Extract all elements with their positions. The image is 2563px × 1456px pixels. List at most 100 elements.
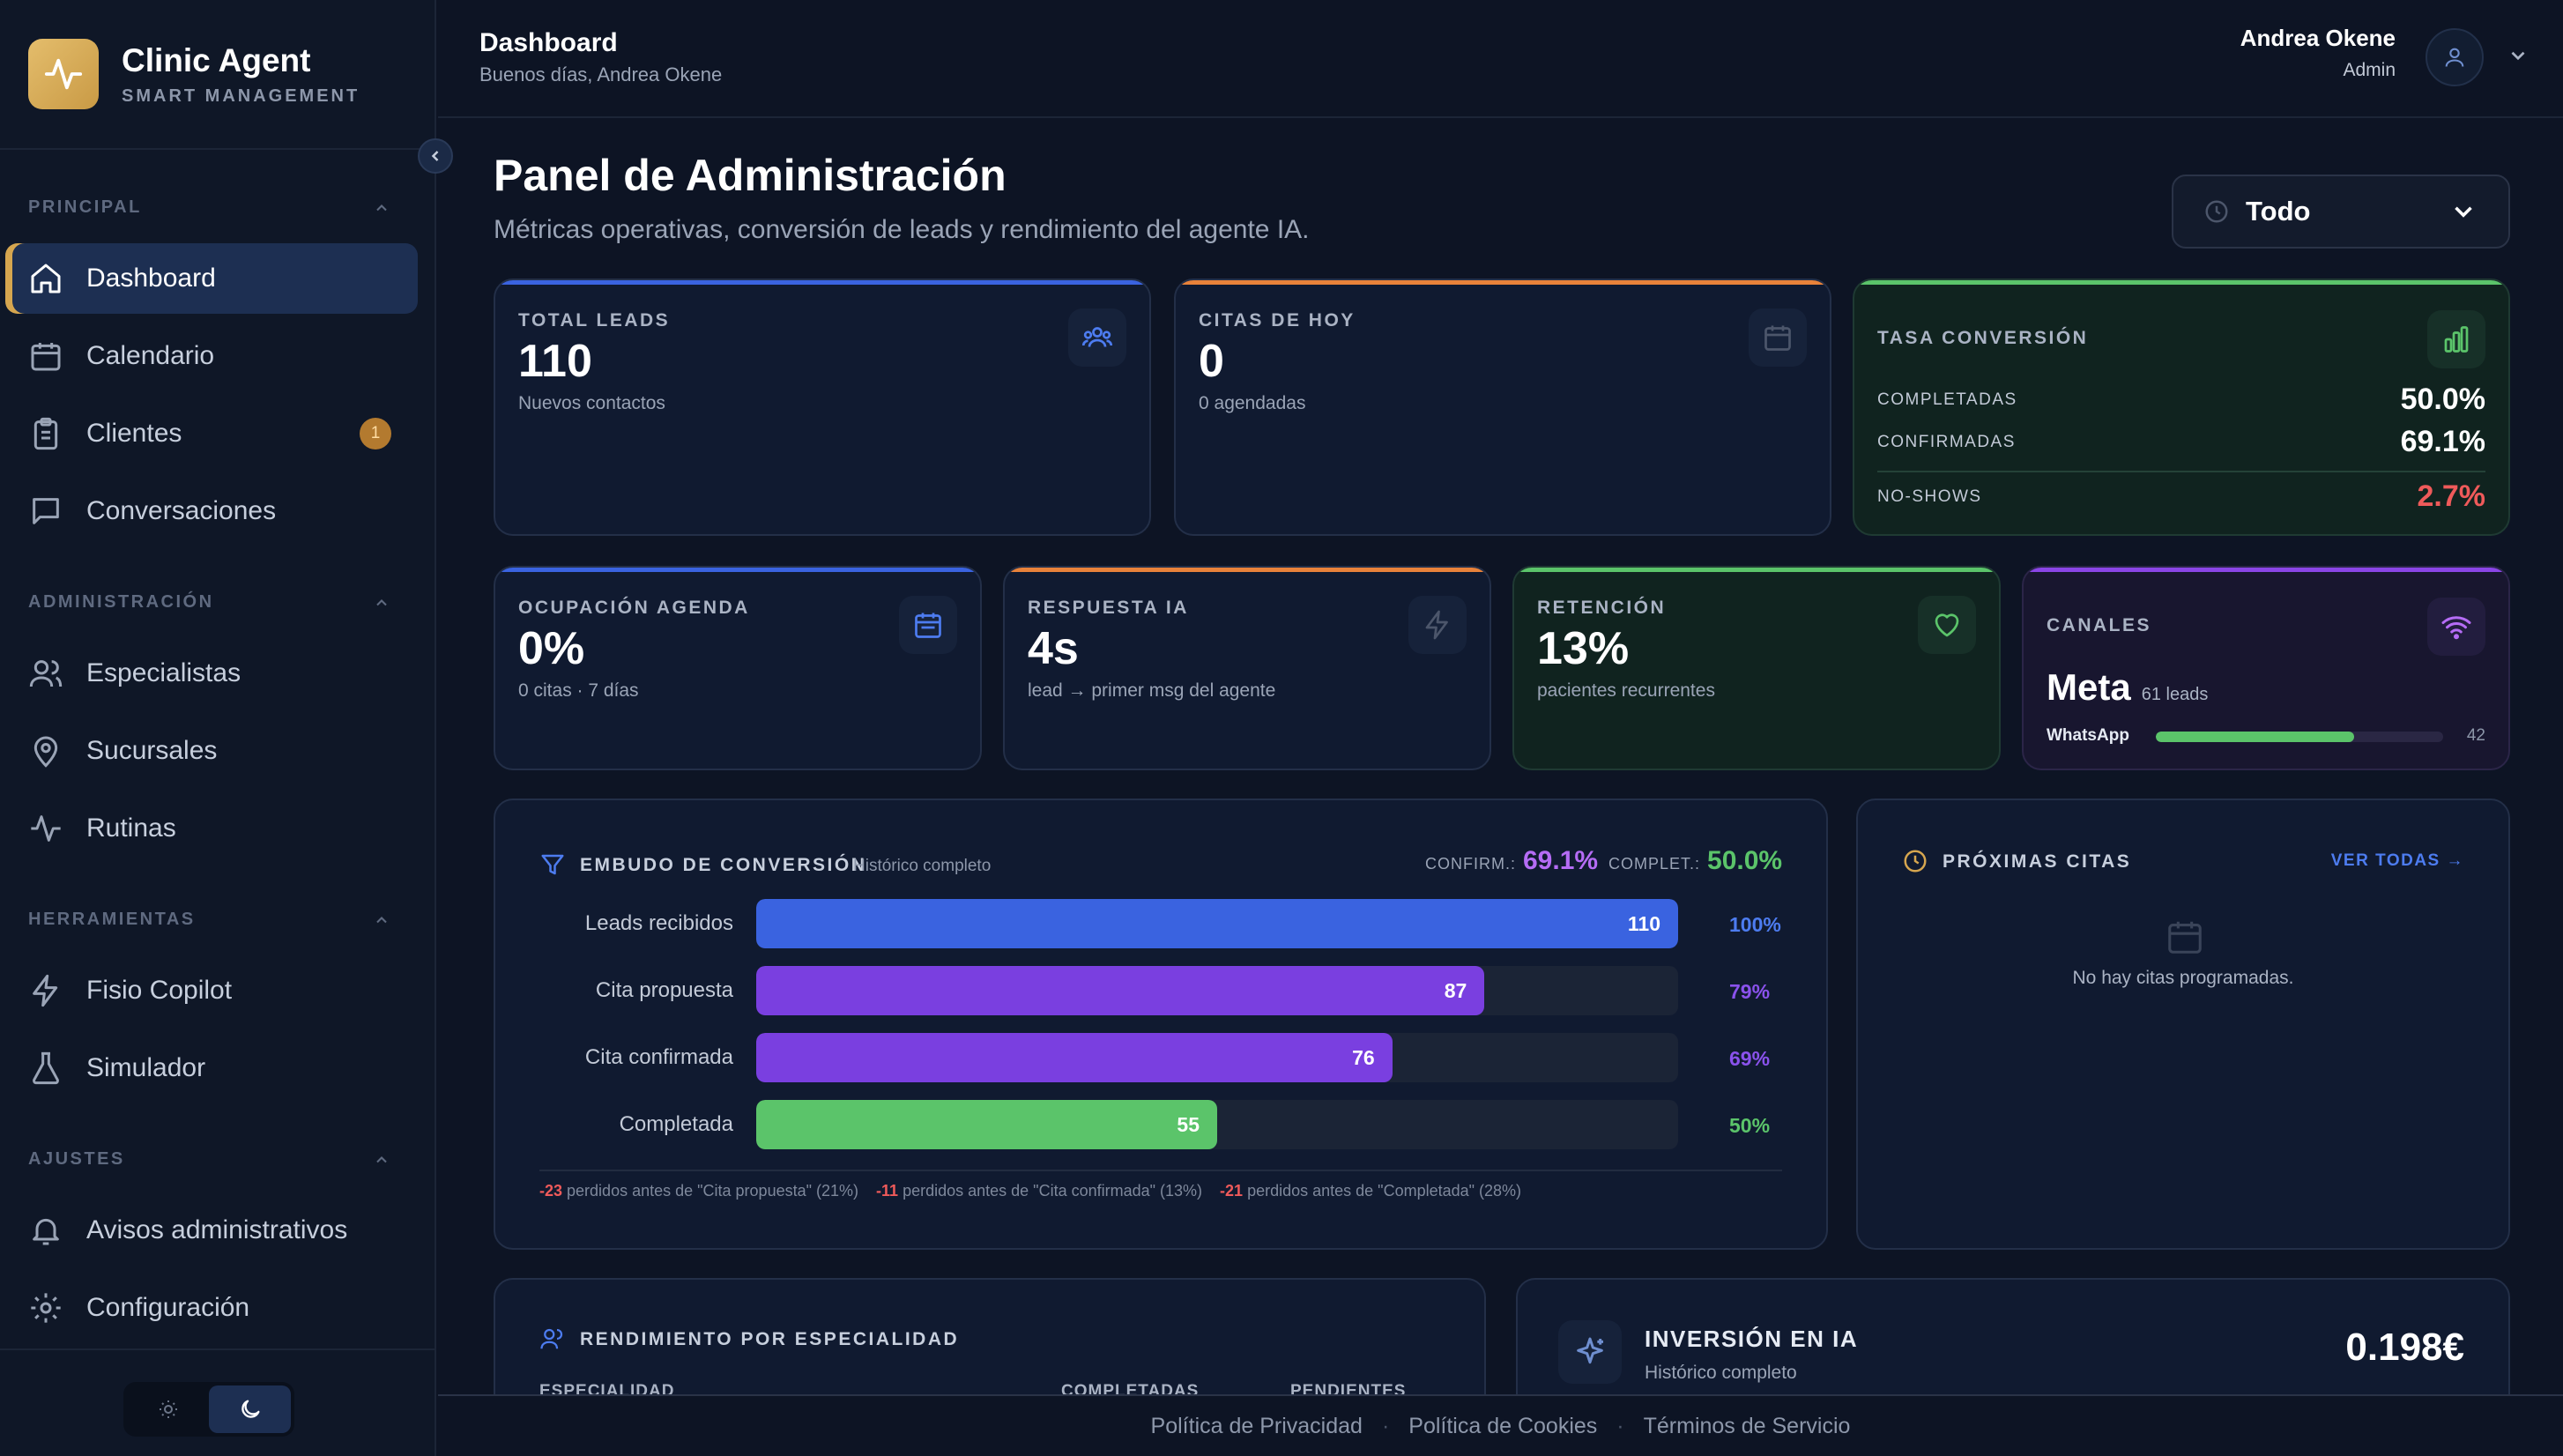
divider	[539, 1170, 1782, 1171]
kpi-label: TASA CONVERSIÓN	[1877, 328, 2089, 348]
sidebar-item-dashboard[interactable]: Dashboard	[5, 243, 418, 314]
sidebar: Clinic Agent SMART MANAGEMENT PRINCIPAL …	[0, 0, 436, 1456]
funnel-bar[interactable]: 55	[756, 1100, 1217, 1149]
investment-value: 0.198€	[2345, 1326, 2464, 1369]
metric-value: 69.1%	[1523, 846, 1599, 875]
chevron-up-icon	[376, 204, 387, 211]
brand: Clinic Agent SMART MANAGEMENT	[0, 0, 435, 150]
kpi-value: 110	[518, 336, 592, 387]
loss-text: perdidos antes de "Completada" (28%)	[1247, 1182, 1522, 1200]
loss-count: -21	[1220, 1182, 1244, 1200]
sidebar-item-label: Rutinas	[86, 813, 176, 843]
sidebar-item-clientes[interactable]: Clientes 1	[5, 398, 418, 469]
section-herramientas[interactable]: HERRAMIENTAS	[28, 910, 390, 930]
sidebar-item-especialistas[interactable]: Especialistas	[5, 638, 418, 709]
avatar[interactable]	[2426, 28, 2484, 86]
notification-badge: 1	[360, 418, 391, 449]
kpi-retencion[interactable]: RETENCIÓN 13% pacientes recurrentes	[1512, 566, 2001, 770]
privacy-link[interactable]: Política de Privacidad	[1150, 1413, 1363, 1438]
conversion-funnel-card: EMBUDO DE CONVERSIÓN Histórico completo …	[494, 799, 1828, 1250]
upcoming-appointments-card: PRÓXIMAS CITAS VER TODAS → No hay citas …	[1856, 799, 2510, 1250]
kpi-canales[interactable]: CANALES Meta 61 leads WhatsApp 42	[2022, 566, 2510, 770]
kpi-value: 4s	[1028, 623, 1079, 674]
sidebar-item-label: Clientes	[86, 419, 182, 448]
top-channel-leads: 61 leads	[2141, 685, 2209, 704]
gear-icon	[31, 1293, 61, 1323]
chevron-up-icon	[376, 1155, 387, 1163]
funnel-bar[interactable]: 87	[756, 966, 1485, 1015]
kpi-total-leads[interactable]: TOTAL LEADS 110 Nuevos contactos	[494, 279, 1151, 536]
filter-value: Todo	[2246, 196, 2311, 227]
collapse-sidebar-button[interactable]	[418, 138, 453, 174]
users-icon	[29, 660, 63, 687]
page-title: Panel de Administración	[494, 151, 1007, 200]
sidebar-item-simulador[interactable]: Simulador	[5, 1033, 418, 1103]
sidebar-item-label: Avisos administrativos	[86, 1215, 348, 1244]
kpi-ocupacion-agenda[interactable]: OCUPACIÓN AGENDA 0% 0 citas · 7 días	[494, 566, 982, 770]
sidebar-item-rutinas[interactable]: Rutinas	[5, 793, 418, 864]
divider	[1877, 471, 2485, 472]
user-name[interactable]: Andrea Okene	[2240, 25, 2396, 51]
loss-text: perdidos antes de "Cita confirmada" (13%…	[903, 1182, 1203, 1200]
bolt-icon	[33, 974, 58, 1007]
kpi-note: lead → primer msg del agente	[1028, 680, 1276, 701]
sidebar-item-avisos[interactable]: Avisos administrativos	[5, 1195, 418, 1266]
sidebar-item-label: Simulador	[86, 1053, 206, 1082]
funnel-stage-label: Completada	[619, 1112, 733, 1136]
sidebar-item-label: Sucursales	[86, 736, 218, 765]
chevron-up-icon	[376, 598, 387, 605]
kpi-value: 0%	[518, 623, 585, 674]
sidebar-item-sucursales[interactable]: Sucursales	[5, 716, 418, 786]
bell-icon	[33, 1218, 59, 1245]
specialty-title: RENDIMIENTO POR ESPECIALIDAD	[580, 1329, 960, 1349]
period-filter-select[interactable]: Todo	[2172, 175, 2510, 249]
kpi-value: 13%	[1537, 623, 1630, 674]
sidebar-item-calendario[interactable]: Calendario	[5, 321, 418, 391]
terms-link[interactable]: Términos de Servicio	[1643, 1413, 1851, 1438]
kpi-label: RETENCIÓN	[1537, 598, 1667, 618]
section-label: HERRAMIENTAS	[28, 910, 196, 929]
cookies-link[interactable]: Política de Cookies	[1408, 1413, 1598, 1438]
conversion-label: CONFIRMADAS	[1877, 432, 2016, 451]
sidebar-item-label: Conversaciones	[86, 496, 277, 525]
wifi-icon	[2427, 598, 2485, 656]
funnel-bar[interactable]: 76	[756, 1033, 1393, 1082]
kpi-label: CANALES	[2047, 615, 2152, 635]
light-theme-button[interactable]	[127, 1385, 209, 1433]
sidebar-item-configuracion[interactable]: Configuración	[5, 1273, 418, 1343]
channel-progress-fill	[2156, 732, 2354, 742]
card-accent	[1005, 568, 1490, 572]
section-principal[interactable]: PRINCIPAL	[28, 197, 390, 218]
kpi-label: OCUPACIÓN AGENDA	[518, 598, 750, 618]
kpi-tasa-conversion[interactable]: TASA CONVERSIÓN COMPLETADAS 50.0% CONFIR…	[1853, 279, 2510, 536]
kpi-respuesta-ia[interactable]: RESPUESTA IA 4s lead → primer msg del ag…	[1003, 566, 1491, 770]
sidebar-item-conversaciones[interactable]: Conversaciones	[5, 476, 418, 546]
card-accent	[2024, 568, 2508, 572]
conversion-confirmadas-row: CONFIRMADAS 69.1%	[1877, 425, 2485, 459]
conversion-completadas-row: COMPLETADAS 50.0%	[1877, 383, 2485, 417]
conversion-value: 69.1%	[2400, 425, 2485, 458]
dark-theme-button[interactable]	[209, 1385, 291, 1433]
kpi-label: RESPUESTA IA	[1028, 598, 1189, 618]
funnel-stage-label: Cita confirmada	[584, 1045, 733, 1069]
sun-icon	[159, 1400, 177, 1418]
users-icon	[1068, 308, 1126, 367]
calendar-icon	[1749, 308, 1807, 367]
funnel-percentage: 79%	[1729, 980, 1771, 1003]
section-administracion[interactable]: ADMINISTRACIÓN	[28, 592, 390, 613]
user-role: Admin	[2343, 60, 2396, 80]
users-icon	[540, 1328, 563, 1349]
funnel-stage-label: Cita propuesta	[595, 978, 733, 1002]
section-ajustes[interactable]: AJUSTES	[28, 1149, 390, 1170]
sidebar-item-fisio-copilot[interactable]: Fisio Copilot	[5, 955, 418, 1026]
theme-toggle[interactable]	[123, 1382, 294, 1437]
kpi-citas-hoy[interactable]: CITAS DE HOY 0 0 agendadas	[1174, 279, 1831, 536]
kpi-value: 0	[1199, 336, 1224, 387]
funnel-bar[interactable]: 110	[756, 899, 1678, 948]
calendar-icon	[2168, 921, 2202, 954]
funnel-subtitle: Histórico completo	[853, 857, 992, 875]
chevron-down-icon[interactable]	[2507, 44, 2530, 67]
view-all-link[interactable]: VER TODAS →	[2330, 851, 2464, 870]
investment-subtitle: Histórico completo	[1645, 1363, 1797, 1383]
kpi-note: pacientes recurrentes	[1537, 680, 1715, 701]
